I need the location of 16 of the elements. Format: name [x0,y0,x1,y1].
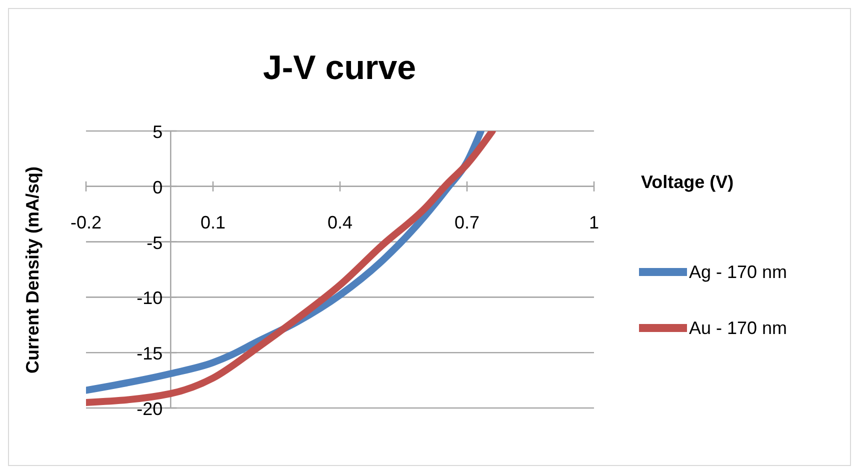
x-tick-label: 0.1 [200,212,226,232]
legend-label: Ag - 170 nm [689,262,788,282]
y-tick-label: -20 [136,399,163,419]
legend-label: Au - 170 nm [689,318,788,338]
y-tick-label: -15 [136,344,163,364]
x-tick-label: 0.4 [327,212,353,232]
y-tick-label: -5 [146,232,163,253]
x-tick-label: 1 [588,212,600,232]
y-tick-label: 0 [152,177,163,198]
y-tick-label: 5 [152,122,163,142]
x-tick-label: 0.7 [454,212,480,232]
y-tick-label: -10 [136,288,163,308]
y-axis-title: Current Density (mA/sq) [22,166,44,374]
x-axis-title: Voltage (V) [641,172,734,194]
chart-title: J-V curve [262,49,418,88]
x-tick-label: -0.2 [70,212,102,232]
